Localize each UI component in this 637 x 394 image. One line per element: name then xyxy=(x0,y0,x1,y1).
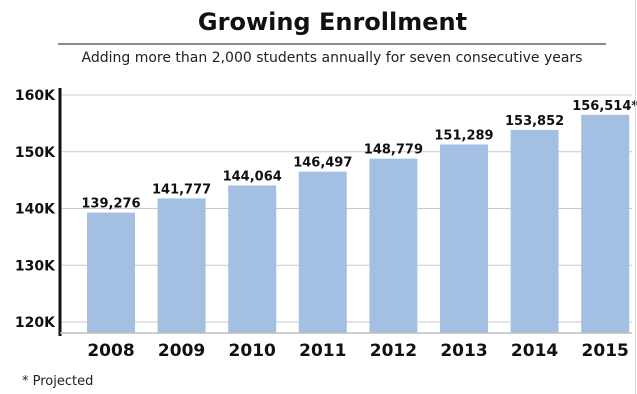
x-tick-label-2009: 2009 xyxy=(158,341,205,361)
chart-subtitle: Adding more than 2,000 students annually… xyxy=(81,50,583,66)
data-label-2009: 141,777 xyxy=(152,182,211,197)
bars xyxy=(87,114,630,333)
bar-2011 xyxy=(298,171,347,333)
y-tick-label: 140K xyxy=(15,202,56,218)
data-labels: 139,276 141,777 144,064 146,497 148,779 151,2… xyxy=(81,99,637,212)
bar-2010 xyxy=(228,185,277,333)
data-label-2010: 144,064 xyxy=(223,169,282,184)
x-tick-label-2011: 2011 xyxy=(299,341,346,361)
footnote: * Projected xyxy=(22,374,94,389)
bar-2013 xyxy=(440,144,488,333)
bar-2009 xyxy=(157,198,206,333)
data-label-2012: 148,779 xyxy=(364,143,423,158)
x-tick-label-2012: 2012 xyxy=(370,341,417,361)
data-label-2014: 153,852 xyxy=(505,114,564,129)
bar-2014 xyxy=(510,129,559,333)
y-tick-label: 150K xyxy=(15,145,56,161)
title-divider xyxy=(58,43,606,45)
chart-title: Growing Enrollment xyxy=(197,8,468,36)
x-tick-label-2010: 2010 xyxy=(229,341,276,361)
x-tick-label-2008: 2008 xyxy=(87,341,134,361)
x-tick-label-2015: 2015 xyxy=(582,341,629,361)
y-tick-label: 160K xyxy=(15,88,56,104)
x-tick-label-2013: 2013 xyxy=(440,341,487,361)
data-label-2008: 139,276 xyxy=(81,197,140,212)
y-axis-ticks: 120K 130K 140K 150K 160K xyxy=(15,88,56,331)
y-tick-label: 120K xyxy=(15,315,56,331)
bar-2008 xyxy=(87,212,135,333)
bar-2012 xyxy=(369,158,418,333)
data-label-2011: 146,497 xyxy=(293,156,352,171)
x-tick-label-2014: 2014 xyxy=(511,341,558,361)
y-tick-label: 130K xyxy=(15,258,56,274)
bar-2015 xyxy=(581,114,630,333)
data-label-2013: 151,289 xyxy=(434,128,493,143)
x-axis-ticks: 2008 2009 2010 2011 2012 2013 2014 2015 xyxy=(87,341,629,361)
data-label-2015: 156,514* xyxy=(572,99,637,114)
